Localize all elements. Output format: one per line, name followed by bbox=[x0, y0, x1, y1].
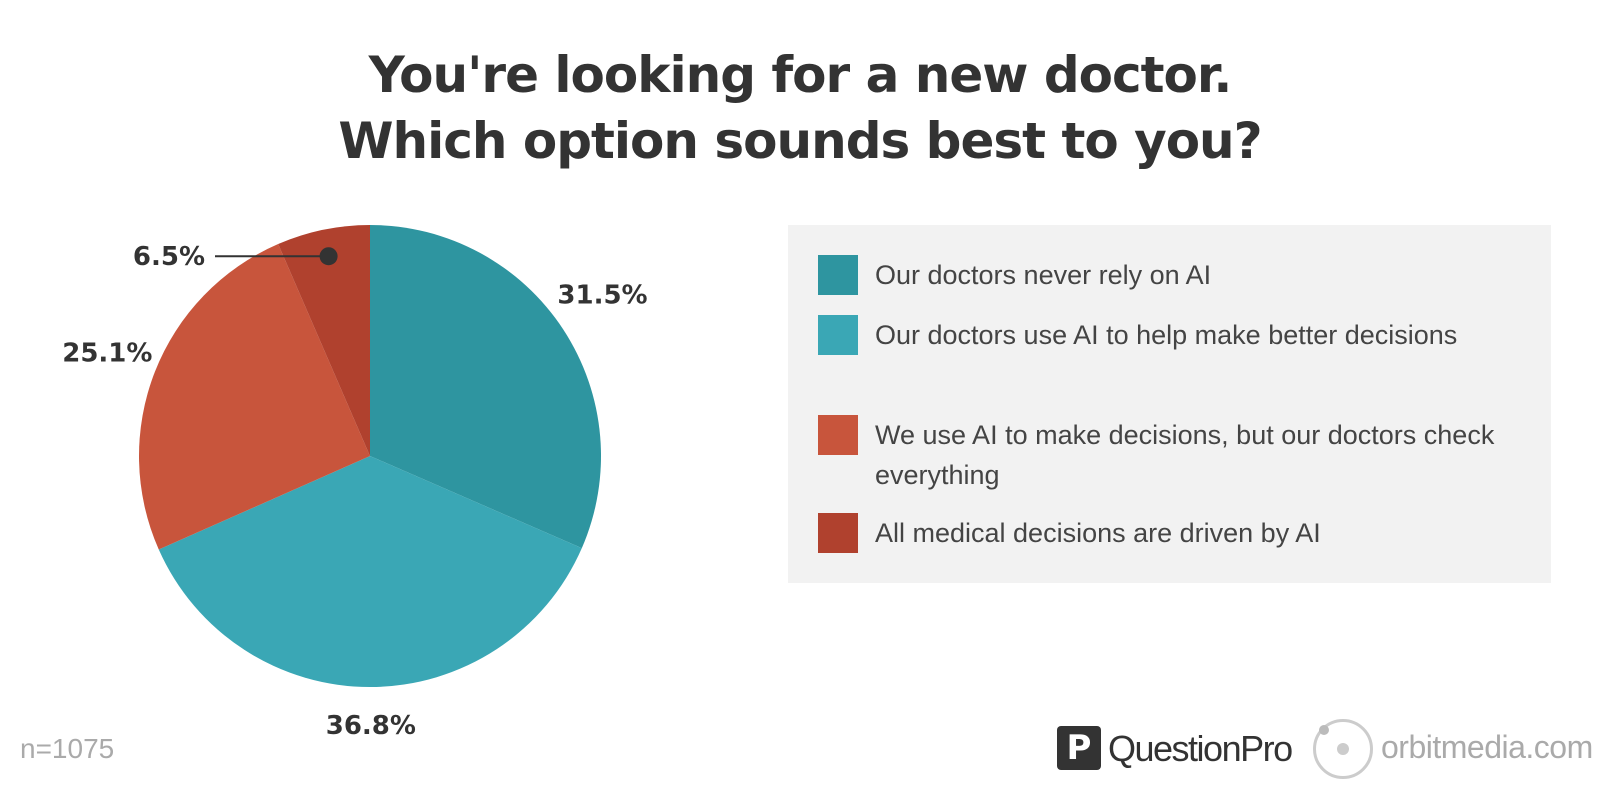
pie-slice-never-rely bbox=[370, 225, 601, 549]
questionpro-logo-text: QuestionPro bbox=[1108, 728, 1293, 769]
legend-label-help-decisions: Our doctors use AI to help make better d… bbox=[875, 320, 1458, 350]
data-label-driven-by-ai: 6.5% bbox=[133, 242, 205, 272]
questionpro-logo-mark: P bbox=[1066, 728, 1092, 768]
legend-swatch-doctors-check bbox=[818, 415, 858, 455]
legend-label-driven-by-ai: All medical decisions are driven by AI bbox=[875, 518, 1321, 548]
legend-swatch-driven-by-ai bbox=[818, 513, 858, 553]
chart-title-line-1: You're looking for a new doctor. bbox=[368, 46, 1233, 104]
orbitmedia-logo-icon bbox=[1313, 719, 1373, 779]
sample-size-note: n=1075 bbox=[20, 733, 115, 764]
chart-title: You're looking for a new doctor. Which o… bbox=[0, 42, 1600, 174]
pie-slice-help-decisions bbox=[158, 456, 582, 687]
legend-swatch-never-rely bbox=[818, 255, 858, 295]
data-label-help-decisions: 36.8% bbox=[326, 711, 416, 741]
data-label-doctors-check: 25.1% bbox=[62, 338, 152, 368]
leader-dot-driven-by-ai bbox=[319, 247, 338, 266]
pie-slice-doctors-check bbox=[139, 244, 370, 550]
pie-slice-driven-by-ai bbox=[278, 225, 370, 456]
orbitmedia-logo-center bbox=[1337, 743, 1349, 755]
legend-label-never-rely: Our doctors never rely on AI bbox=[875, 260, 1212, 290]
chart-title-line-2: Which option sounds best to you? bbox=[338, 112, 1262, 170]
legend-label-doctors-check: We use AI to make decisions, but our doc… bbox=[875, 420, 1495, 490]
data-label-never-rely: 31.5% bbox=[557, 281, 647, 311]
legend-swatch-help-decisions bbox=[818, 315, 858, 355]
orbitmedia-logo-text: orbitmedia.com bbox=[1381, 729, 1593, 765]
chart-legend: Our doctors never rely on AI Our doctors… bbox=[788, 225, 1551, 583]
questionpro-logo-icon: P bbox=[1057, 726, 1101, 770]
orbitmedia-logo-satellite bbox=[1319, 725, 1329, 735]
